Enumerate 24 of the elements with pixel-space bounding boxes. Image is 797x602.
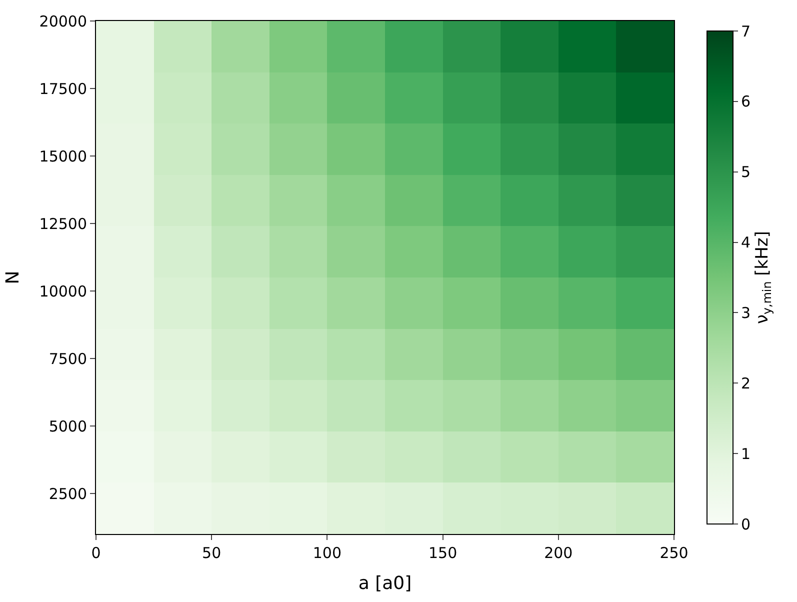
x-tick-label: 150: [428, 544, 458, 562]
y-tick-label: 7500: [48, 350, 87, 368]
y-tick-label: 12500: [39, 214, 87, 233]
color-bar-label: 4: [741, 234, 751, 252]
x-tick-label: 0: [91, 544, 101, 562]
x-tick-label: 50: [202, 544, 222, 562]
x-tick-label: 250: [660, 544, 688, 562]
y-axis-title: N: [2, 270, 24, 284]
y-tick-label: 20000: [39, 12, 87, 30]
y-tick-label: 2500: [48, 484, 87, 503]
color-bar-label: 5: [741, 163, 751, 182]
x-tick-label: 100: [312, 544, 342, 562]
y-tick-label: 17500: [39, 80, 87, 98]
color-bar-label: 3: [741, 304, 751, 322]
y-tick-label: 15000: [39, 147, 87, 166]
x-axis-title: a [a0]: [358, 573, 412, 594]
color-bar-label: 0: [741, 515, 751, 534]
color-bar-label: 1: [741, 444, 751, 463]
y-tick-label: 10000: [39, 282, 87, 300]
y-tick-label: 5000: [48, 417, 87, 436]
x-tick-label: 200: [544, 544, 573, 562]
color-bar-label: 2: [741, 374, 751, 392]
color-bar-label: 6: [741, 92, 751, 111]
color-bar-label: 7: [741, 22, 751, 40]
